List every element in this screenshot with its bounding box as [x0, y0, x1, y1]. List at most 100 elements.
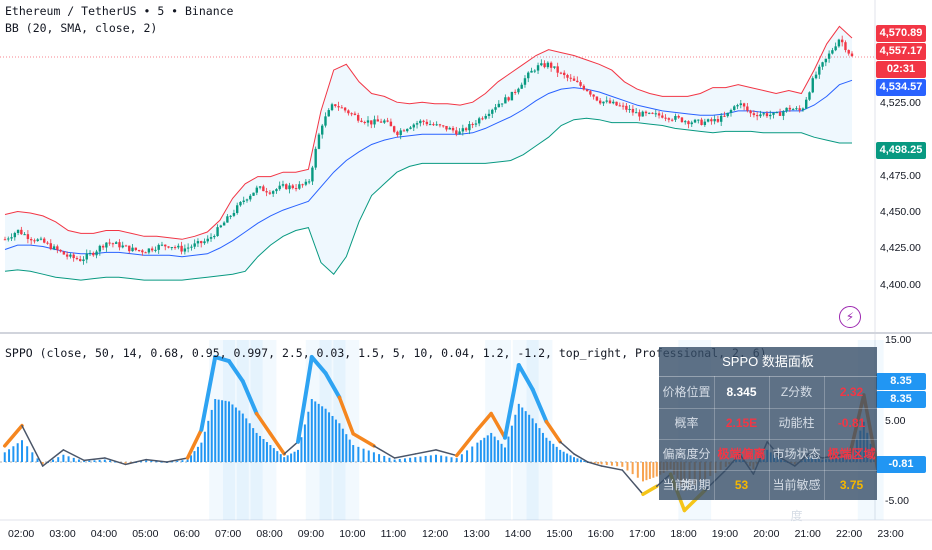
sppo-line [489, 411, 507, 440]
candle [497, 103, 501, 108]
candle [173, 247, 177, 249]
candle [209, 237, 213, 239]
momentum-bar [555, 446, 558, 462]
momentum-bar [490, 432, 493, 462]
candle [389, 121, 393, 127]
candle [615, 101, 618, 106]
momentum-bar [67, 456, 70, 462]
panel-value: 2.32 [839, 385, 864, 399]
candle [641, 111, 644, 117]
candle [327, 110, 330, 117]
candle [494, 107, 497, 110]
sppo-line [544, 419, 562, 444]
momentum-bar [52, 459, 55, 462]
candle [36, 239, 39, 242]
candle [324, 116, 327, 126]
momentum-bar [559, 449, 562, 462]
candle [438, 124, 442, 126]
candle [759, 114, 762, 117]
lightning-icon[interactable]: ⚡ [839, 306, 861, 328]
momentum-bar [317, 403, 320, 462]
candle [455, 130, 458, 135]
candle [154, 249, 157, 251]
candle [213, 236, 216, 238]
candle [612, 101, 615, 104]
candle [337, 106, 340, 108]
symbol-title[interactable]: Ethereum / TetherUS • 5 • Binance [5, 4, 234, 18]
candle [762, 113, 765, 115]
momentum-bar [297, 449, 299, 462]
candle [432, 124, 435, 126]
candle [347, 110, 350, 114]
momentum-bar [31, 452, 34, 462]
candle [533, 70, 536, 72]
momentum-bar [383, 455, 386, 462]
time-tick-label: 08:00 [256, 528, 283, 540]
momentum-bar [528, 414, 531, 462]
sppo-line [503, 363, 521, 440]
momentum-bar [357, 446, 360, 462]
panel-value: 53 [734, 478, 749, 492]
candle [49, 243, 52, 250]
momentum-bar [541, 432, 544, 462]
momentum-bar [616, 462, 619, 467]
momentum-bar [171, 461, 174, 463]
bb-indicator-label[interactable]: BB (20, SMA, close, 2) [5, 21, 158, 35]
momentum-bar [190, 455, 193, 462]
momentum-bar [265, 442, 268, 462]
sppo-line [641, 484, 659, 497]
sppo-line [296, 355, 314, 444]
candle [818, 66, 821, 75]
momentum-bar [642, 462, 644, 482]
momentum-bar [338, 423, 341, 462]
momentum-bar [124, 462, 127, 464]
candle [736, 105, 739, 107]
osc-tick-label: 5.00 [885, 414, 906, 427]
osc-tick-label: -5.00 [885, 495, 909, 508]
sppo-line [254, 411, 273, 436]
candle [628, 108, 631, 110]
candle [134, 247, 138, 250]
candle [805, 99, 808, 109]
panel-key: 市场状态 [772, 447, 821, 461]
momentum-bar [307, 411, 310, 462]
candle [540, 63, 543, 66]
momentum-bar [388, 457, 391, 462]
momentum-bar [393, 459, 396, 462]
candle [840, 39, 844, 43]
candle [549, 62, 553, 68]
panel-value: 2.15E [725, 416, 758, 430]
panel-title: SPPO 数据面板 [659, 347, 877, 377]
candle [16, 229, 20, 233]
momentum-bar [290, 453, 293, 462]
sppo-indicator-label[interactable]: SPPO (close, 50, 14, 0.68, 0.95, 0.997, … [5, 346, 767, 360]
sppo-line [454, 427, 480, 458]
candle [363, 121, 366, 123]
candle [631, 108, 635, 113]
sppo-line [600, 465, 624, 471]
momentum-bar [538, 428, 541, 462]
osc-highlight-zone [333, 340, 360, 520]
sppo-line [435, 449, 458, 457]
candle [258, 186, 262, 188]
time-tick-label: 09:00 [297, 528, 325, 540]
candle [164, 244, 167, 247]
momentum-bar [324, 408, 327, 462]
momentum-bar [259, 435, 262, 462]
momentum-bar [155, 461, 158, 463]
candle [713, 119, 716, 122]
candle [765, 113, 769, 117]
candle [196, 241, 200, 244]
momentum-bar [645, 462, 648, 481]
candle [680, 117, 684, 123]
candle [523, 78, 527, 85]
momentum-bar [234, 407, 237, 462]
momentum-bar [203, 431, 206, 462]
momentum-bar [228, 401, 230, 462]
candle [26, 234, 30, 240]
candle [271, 191, 275, 194]
candle [105, 242, 108, 248]
momentum-bar [331, 415, 334, 462]
momentum-bar [445, 456, 448, 462]
time-tick-label: 03:00 [49, 528, 76, 540]
